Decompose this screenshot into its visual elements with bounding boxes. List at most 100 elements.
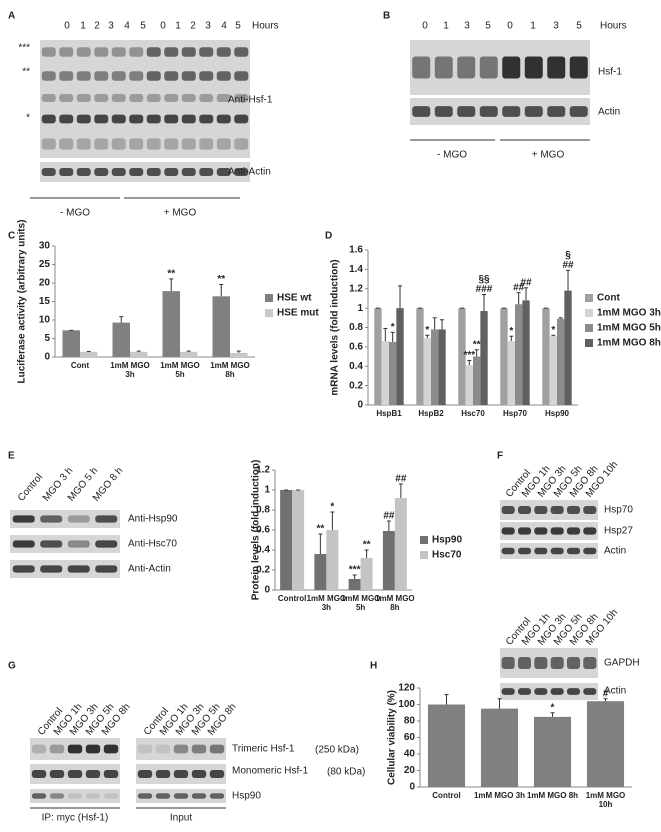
blot-strip (10, 535, 120, 553)
y-tick-label: 40 (404, 749, 416, 760)
y-tick-label: 0.2 (256, 565, 270, 576)
blot-band (216, 94, 231, 102)
blot-band (146, 71, 161, 81)
legend-swatch (420, 551, 428, 559)
blot-band (40, 565, 63, 573)
bar (389, 342, 397, 405)
blot-band (234, 47, 249, 57)
y-tick-label: 0 (44, 352, 50, 363)
blot-strip (40, 162, 250, 182)
blot-band (209, 744, 225, 754)
blot-strip (500, 543, 598, 559)
blot-band (457, 106, 476, 117)
blot-band (76, 138, 91, 150)
row-label: Anti-Actin (128, 564, 171, 575)
blot-band (41, 71, 56, 81)
blot-band (199, 71, 214, 81)
blot-band (524, 106, 543, 117)
blot-band (502, 56, 521, 79)
x-tick-label: Cont (70, 361, 90, 370)
row-label: Actin (598, 107, 620, 118)
blot-band (173, 770, 189, 778)
blot-band (137, 770, 153, 778)
blot-band (49, 793, 65, 799)
blot-strip (40, 130, 250, 158)
lane-label: 2 (94, 21, 100, 32)
bar (438, 329, 446, 405)
group-label: + MGO (532, 150, 565, 161)
blot-band (129, 168, 144, 176)
y-tick-label: 10 (39, 315, 51, 326)
blot-band (31, 744, 47, 754)
blot-band (164, 71, 179, 81)
panel-letter: H (370, 661, 377, 672)
row-label: GAPDH (604, 658, 640, 669)
lane-label: 3 (205, 21, 211, 32)
bar (314, 554, 327, 590)
blot-band (501, 688, 515, 695)
y-tick-label: 0 (409, 782, 415, 793)
blot-band (59, 47, 74, 57)
legend-label: Hsc70 (432, 550, 462, 561)
marker: ** (22, 67, 30, 78)
panel-letter: B (383, 11, 390, 22)
blot-band (59, 114, 74, 124)
bar (180, 351, 198, 357)
legend-swatch (585, 339, 593, 347)
blot-band (524, 56, 543, 79)
blot-band (94, 47, 109, 57)
blot-band (583, 688, 597, 695)
bar (431, 329, 439, 405)
row-size: (80 kDa) (327, 767, 365, 778)
bar (360, 558, 373, 590)
blot-band (534, 547, 548, 555)
group-label: + MGO (164, 208, 197, 219)
panel-letter: D (325, 231, 332, 242)
bar (112, 322, 130, 357)
legend-label: 1mM MGO 8h (597, 338, 661, 349)
blot-band (199, 47, 214, 57)
blot-band (457, 56, 476, 79)
legend-label: 1mM MGO 3h (597, 308, 661, 319)
blot-band (85, 770, 101, 778)
blot-band (517, 657, 532, 669)
blot-band (146, 94, 161, 102)
blot-band (517, 527, 532, 535)
blot-band (583, 527, 597, 535)
blot-band (41, 94, 56, 102)
blot-band (94, 168, 109, 176)
blot-band (12, 515, 35, 523)
lane-label: 3 (553, 21, 559, 32)
blot-band (216, 168, 231, 176)
y-tick-label: 100 (398, 699, 415, 710)
annotation: ** (316, 524, 324, 535)
blot-band (216, 138, 231, 150)
blot-band (164, 94, 179, 102)
annotation: ** (167, 269, 175, 280)
annotation: * (551, 325, 555, 336)
row-label: Actin (604, 686, 626, 697)
blot-band (95, 540, 118, 548)
y-tick-label: 25 (39, 259, 51, 270)
annotation: ** (217, 274, 225, 285)
annotation: ** (363, 540, 371, 551)
legend-swatch (585, 324, 593, 332)
annotation: * (391, 322, 395, 333)
group-label: IP: myc (Hsf-1) (42, 813, 109, 824)
bar (162, 291, 180, 357)
x-tick-label: 1mM MGO 5h (160, 361, 200, 379)
blot-strip (136, 738, 226, 760)
y-axis-label: Luciferase activity (arbitrary units) (17, 220, 28, 384)
blot-band (164, 47, 179, 57)
blot-band (155, 770, 171, 778)
bar (500, 308, 508, 405)
blot-band (146, 47, 161, 57)
blot-band (412, 106, 431, 117)
marker: *** (18, 43, 30, 54)
row-label: Actin (604, 546, 626, 557)
blot-band (534, 688, 548, 695)
panel-letter: G (8, 661, 16, 672)
blot-band (517, 547, 532, 555)
annotation: * (509, 326, 513, 337)
